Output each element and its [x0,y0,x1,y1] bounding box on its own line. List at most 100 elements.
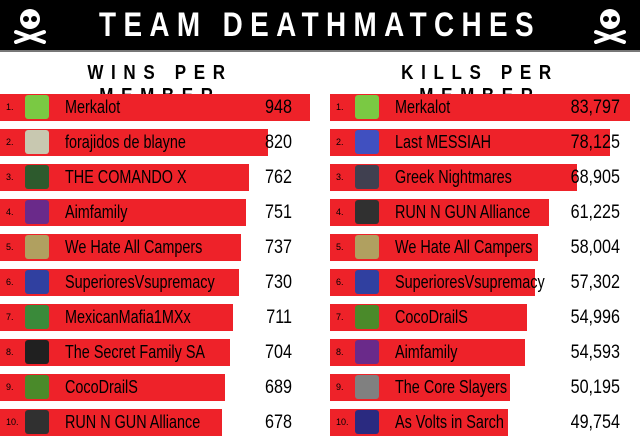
team-avatar-icon [355,410,379,434]
team-name-label: The Secret Family SA [65,342,206,362]
bar-row: 5. We Hate All Campers 737 [0,234,320,261]
bar-row: 6. SuperioresVsupremacy 730 [0,269,320,296]
rank-label: 5. [336,242,344,252]
team-name-label: CocoDrailS [395,307,468,327]
bar-row: 5. We Hate All Campers 58,004 [330,234,640,261]
team-avatar-icon [25,235,49,259]
bar-row: 8. The Secret Family SA 704 [0,339,320,366]
bar-row: 6. SuperioresVsupremacy 57,302 [330,269,640,296]
team-name-label: CocoDrailS [65,377,138,397]
team-avatar-icon [25,270,49,294]
value-label: 57,302 [570,272,620,293]
rank-label: 1. [6,102,14,112]
rank-label: 4. [6,207,14,217]
team-avatar-icon [25,200,49,224]
team-name-label: Greek Nightmares [395,167,512,187]
rank-label: 8. [6,347,14,357]
rank-label: 7. [336,312,344,322]
value-label: 49,754 [570,412,620,433]
value-label: 54,593 [570,342,620,363]
team-name-label: RUN N GUN Alliance [65,412,201,432]
team-name-label: forajidos de blayne [65,132,186,152]
value-label: 704 [265,342,292,363]
value-label: 58,004 [570,237,620,258]
team-name-label: RUN N GUN Alliance [395,202,531,222]
value-label: 61,225 [570,202,620,223]
team-avatar-icon [355,165,379,189]
bar-row: 10. RUN N GUN Alliance 678 [0,409,320,436]
bar-row: 3. Greek Nightmares 68,905 [330,164,640,191]
bar-row: 10. As Volts in Sarch 49,754 [330,409,640,436]
bar-row: 7. CocoDrailS 54,996 [330,304,640,331]
bar-row: 4. RUN N GUN Alliance 61,225 [330,199,640,226]
team-name-label: We Hate All Campers [395,237,533,257]
value-label: 50,195 [570,377,620,398]
value-label: 737 [265,237,292,258]
team-name-label: Merkalot [65,97,121,117]
team-avatar-icon [25,375,49,399]
value-label: 678 [265,412,292,433]
team-avatar-icon [355,130,379,154]
team-name-label: Aimfamily [395,342,458,362]
value-label: 948 [265,97,292,118]
team-name-label: Last MESSIAH [395,132,492,152]
value-label: 68,905 [570,167,620,188]
rank-label: 9. [336,382,344,392]
rank-label: 10. [336,417,349,427]
team-avatar-icon [355,270,379,294]
rank-label: 6. [336,277,344,287]
team-avatar-icon [355,340,379,364]
bar-row: 7. MexicanMafia1MXx 711 [0,304,320,331]
team-avatar-icon [355,305,379,329]
bar-row: 4. Aimfamily 751 [0,199,320,226]
skull-crossbones-icon [594,9,626,44]
team-avatar-icon [355,95,379,119]
rank-label: 3. [336,172,344,182]
rank-label: 7. [6,312,14,322]
bar-row: 1. Merkalot 948 [0,94,320,121]
team-avatar-icon [355,200,379,224]
rank-label: 6. [6,277,14,287]
team-name-label: SuperioresVsupremacy [395,272,545,292]
page-title: TEAM DEATHMATCHES [99,6,541,44]
rank-label: 8. [336,347,344,357]
team-avatar-icon [25,340,49,364]
rank-label: 1. [336,102,344,112]
team-avatar-icon [25,165,49,189]
value-label: 751 [265,202,292,223]
rank-label: 2. [6,137,14,147]
rank-label: 10. [6,417,19,427]
rank-label: 5. [6,242,14,252]
value-label: 820 [265,132,292,153]
team-avatar-icon [355,235,379,259]
bar-row: 9. The Core Slayers 50,195 [330,374,640,401]
value-label: 689 [265,377,292,398]
team-avatar-icon [25,130,49,154]
team-avatar-icon [25,305,49,329]
header-banner: TEAM DEATHMATCHES [0,0,640,52]
bar-row: 1. Merkalot 83,797 [330,94,640,121]
value-label: 711 [266,307,292,328]
bar-row: 2. forajidos de blayne 820 [0,129,320,156]
bar [330,94,630,121]
team-name-label: Merkalot [395,97,451,117]
rank-label: 9. [6,382,14,392]
rank-label: 2. [336,137,344,147]
team-avatar-icon [25,410,49,434]
team-avatar-icon [25,95,49,119]
skull-crossbones-icon [14,9,46,44]
rank-label: 3. [6,172,14,182]
value-label: 83,797 [570,97,620,118]
team-name-label: Aimfamily [65,202,128,222]
team-name-label: THE COMANDO X [65,167,187,187]
team-name-label: SuperioresVsupremacy [65,272,215,292]
team-name-label: The Core Slayers [395,377,508,397]
team-name-label: MexicanMafia1MXx [65,307,191,327]
team-name-label: We Hate All Campers [65,237,203,257]
bar-row: 3. THE COMANDO X 762 [0,164,320,191]
bar-row: 2. Last MESSIAH 78,125 [330,129,640,156]
value-label: 730 [265,272,292,293]
bar-row: 8. Aimfamily 54,593 [330,339,640,366]
team-avatar-icon [355,375,379,399]
rank-label: 4. [336,207,344,217]
